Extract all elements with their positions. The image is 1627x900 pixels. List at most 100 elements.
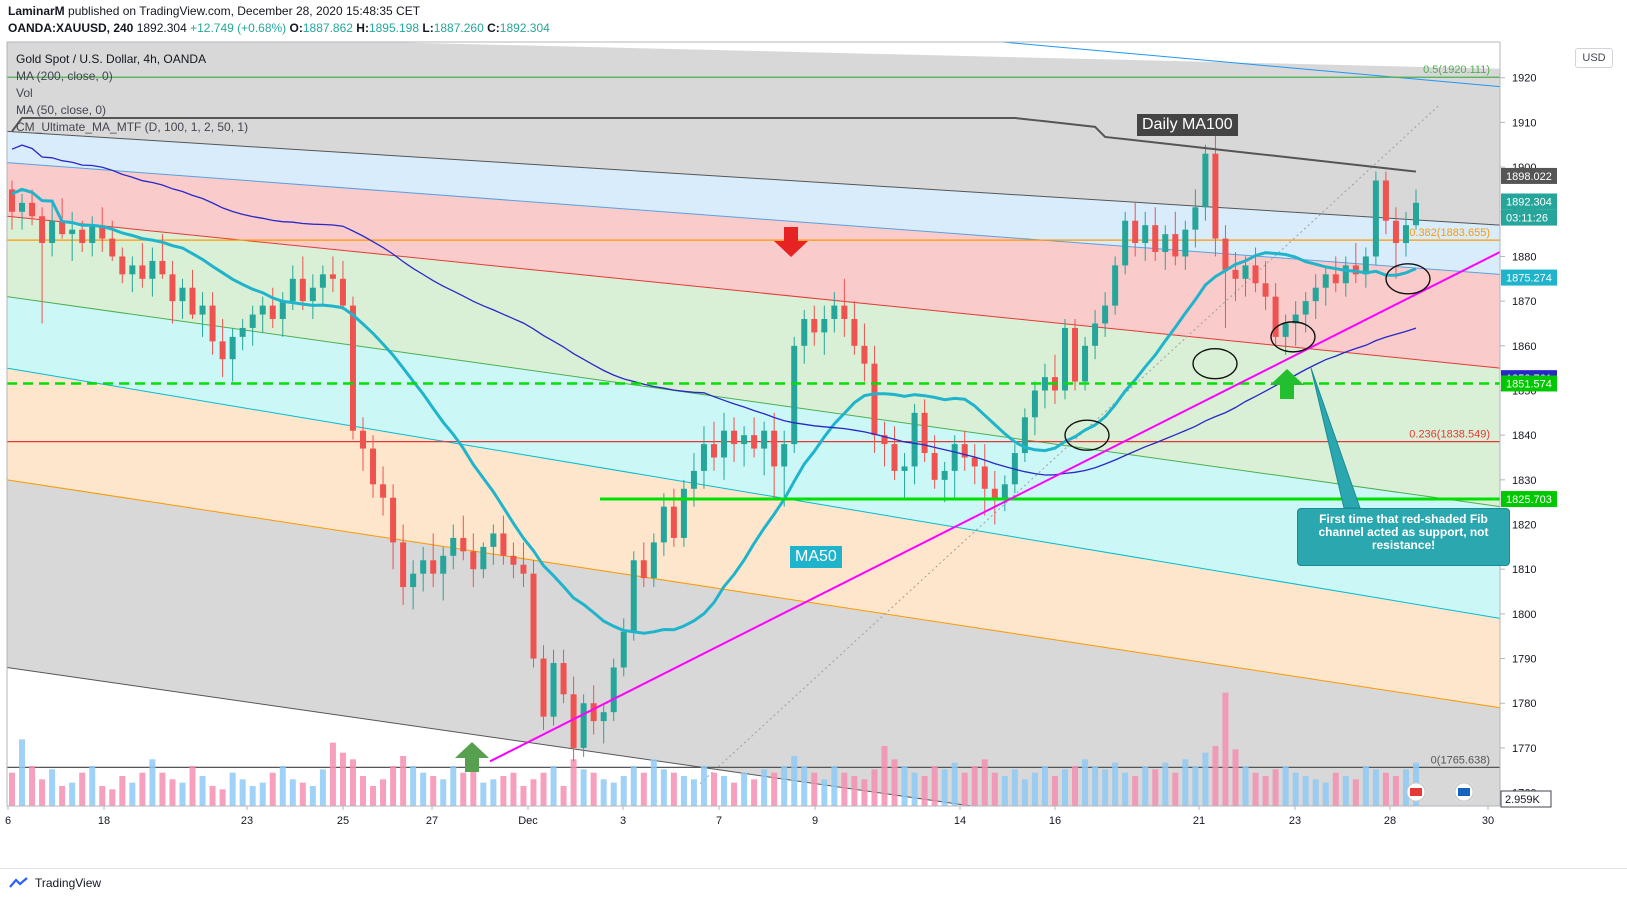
volume-bar	[440, 779, 447, 806]
candle-body	[1312, 287, 1319, 302]
volume-bar	[500, 776, 507, 806]
candle-body	[721, 430, 728, 458]
channel-line-mid-gray	[7, 130, 1500, 226]
tradingview-logo[interactable]: TradingView	[8, 876, 101, 890]
price-chart[interactable]: 0.5(1920.111) 0.382(1883.655) 0.236(1838.5…	[0, 40, 1627, 868]
volume-label-text: 2.959K	[1505, 794, 1541, 806]
volume-bar	[450, 766, 457, 806]
volume-bar	[1352, 779, 1359, 806]
ma50-line	[11, 187, 1417, 635]
volume-bar	[219, 789, 226, 806]
volume-bar	[39, 779, 46, 806]
candle-body	[1152, 225, 1159, 252]
volume-bar	[169, 779, 176, 806]
publisher-name[interactable]: LaminarM	[8, 4, 65, 18]
time-tick-label: 28	[1384, 815, 1396, 827]
candle-body	[339, 278, 346, 306]
candle-body	[650, 542, 657, 579]
time-tick-label: 27	[426, 815, 438, 827]
time-tick-label: 25	[337, 815, 349, 827]
candle-body	[1031, 390, 1038, 418]
volume-bar	[249, 786, 256, 806]
candle-body	[1182, 229, 1189, 257]
published-text: published on TradingView.com, December 2…	[68, 4, 421, 18]
price-tick-label: 1870	[1512, 296, 1536, 308]
close-value: 1892.304	[499, 21, 550, 35]
candle-body	[881, 435, 888, 445]
volume-bar	[1011, 769, 1018, 806]
candle-body	[219, 341, 226, 360]
volume-bar	[259, 782, 266, 806]
volume-bar	[1142, 766, 1149, 806]
price-label-text: 1892.304	[1506, 196, 1552, 208]
candle-body	[741, 435, 748, 445]
candle-body	[329, 274, 336, 279]
candle-body	[660, 506, 667, 543]
volume-bar	[590, 772, 597, 806]
candle-body	[1192, 207, 1199, 230]
time-tick-label: 3	[620, 815, 626, 827]
candle-body	[600, 712, 607, 722]
candle-body	[1272, 296, 1279, 337]
legend-ma200[interactable]: MA (200, close, 0)	[16, 69, 113, 83]
price-label-box	[1501, 193, 1557, 210]
candle-body	[751, 435, 758, 449]
volume-bar	[961, 772, 968, 806]
volume-bar	[1062, 769, 1068, 806]
volume-bar	[1072, 766, 1079, 806]
time-tick-label: 14	[954, 815, 966, 827]
candle-body	[1262, 283, 1269, 297]
candle-body	[991, 488, 998, 498]
legend-vol[interactable]: Vol	[16, 86, 33, 100]
candle-body	[680, 488, 687, 538]
channel-line-cyan	[7, 367, 1500, 619]
candle-body	[1122, 220, 1129, 266]
candle-body	[971, 457, 978, 467]
fib-diagonal-dotted	[699, 104, 1441, 785]
volume-bar	[831, 766, 838, 806]
channel-line-top-blue	[996, 42, 1500, 88]
candle-body	[640, 560, 647, 579]
candle-body	[1132, 220, 1139, 244]
candle-body	[1212, 153, 1219, 239]
volume-bar	[670, 772, 677, 806]
tradingview-brand: TradingView	[35, 876, 102, 890]
candle-body	[39, 216, 46, 244]
volume-bar	[1182, 759, 1189, 806]
volume-bar	[139, 772, 146, 806]
time-tick-label: 18	[98, 815, 110, 827]
price-label-text: 03:11:26	[1506, 213, 1548, 225]
candle-body	[590, 703, 597, 722]
chart-title: Gold Spot / U.S. Dollar, 4h, OANDA	[16, 52, 207, 66]
candle-body	[129, 265, 136, 275]
volume-bar	[1232, 749, 1239, 806]
volume-bar	[600, 779, 607, 806]
volume-bar	[380, 779, 387, 806]
price-label-text: 1825.703	[1506, 494, 1552, 506]
candle-body	[99, 225, 106, 239]
time-tick-label: 21	[1193, 815, 1205, 827]
currency-button[interactable]: USD	[1575, 48, 1613, 68]
daily-ma100-label: Daily MA100	[1137, 114, 1238, 136]
candle-body	[891, 444, 898, 471]
candle-body	[1232, 269, 1239, 279]
price-label-box	[1501, 491, 1557, 508]
candle-body	[901, 466, 908, 471]
candle-body	[1252, 265, 1259, 284]
legend-cm-ultimate[interactable]: CM_Ultimate_MA_MTF (D, 100, 1, 2, 50, 1)	[16, 120, 249, 134]
channel-line-red	[7, 215, 1500, 369]
volume-bar	[700, 766, 707, 806]
volume-bar	[420, 772, 427, 806]
volume-bar	[741, 772, 748, 806]
volume-bar	[1392, 776, 1399, 806]
candle-body	[620, 631, 627, 668]
high-value: 1895.198	[368, 21, 420, 35]
candle-body	[811, 319, 818, 333]
volume-bar	[1092, 766, 1099, 806]
candle-body	[961, 444, 968, 458]
fib-level-label: 0.236(1838.549)	[1409, 429, 1490, 441]
legend-ma50[interactable]: MA (50, close, 0)	[16, 103, 107, 117]
plot-background-low	[7, 667, 1500, 806]
candle-body	[530, 573, 537, 659]
volume-bar	[801, 766, 808, 806]
